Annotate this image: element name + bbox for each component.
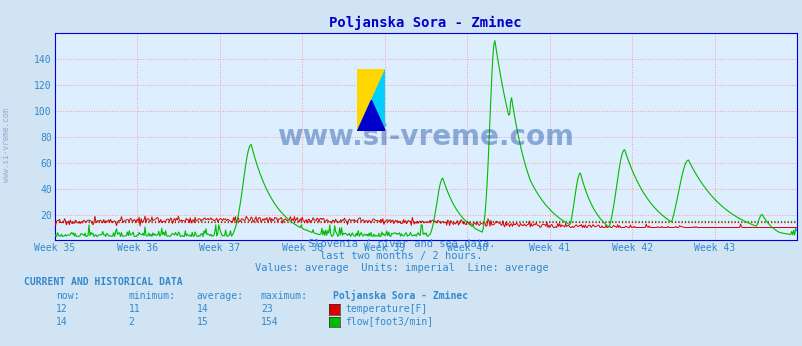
Text: 14: 14 xyxy=(196,304,209,314)
Title: Poljanska Sora - Zminec: Poljanska Sora - Zminec xyxy=(329,16,521,30)
Polygon shape xyxy=(357,69,385,131)
Text: Slovenia / river and sea data.: Slovenia / river and sea data. xyxy=(307,239,495,249)
Text: now:: now: xyxy=(56,291,79,301)
Text: 12: 12 xyxy=(56,304,68,314)
Text: 154: 154 xyxy=(261,317,278,327)
Polygon shape xyxy=(357,69,385,131)
Text: Poljanska Sora - Zminec: Poljanska Sora - Zminec xyxy=(333,290,468,301)
Polygon shape xyxy=(357,100,385,131)
Text: 15: 15 xyxy=(196,317,209,327)
Text: www.si-vreme.com: www.si-vreme.com xyxy=(2,108,11,182)
Text: 14: 14 xyxy=(56,317,68,327)
Text: temperature[F]: temperature[F] xyxy=(345,304,427,314)
Text: last two months / 2 hours.: last two months / 2 hours. xyxy=(320,251,482,261)
Text: Values: average  Units: imperial  Line: average: Values: average Units: imperial Line: av… xyxy=(254,263,548,273)
Text: 2: 2 xyxy=(128,317,134,327)
Text: minimum:: minimum: xyxy=(128,291,176,301)
Text: CURRENT AND HISTORICAL DATA: CURRENT AND HISTORICAL DATA xyxy=(24,277,183,288)
Text: flow[foot3/min]: flow[foot3/min] xyxy=(345,317,433,327)
Text: www.si-vreme.com: www.si-vreme.com xyxy=(277,123,573,151)
Text: average:: average: xyxy=(196,291,244,301)
Text: maximum:: maximum: xyxy=(261,291,308,301)
Text: 11: 11 xyxy=(128,304,140,314)
Text: 23: 23 xyxy=(261,304,273,314)
